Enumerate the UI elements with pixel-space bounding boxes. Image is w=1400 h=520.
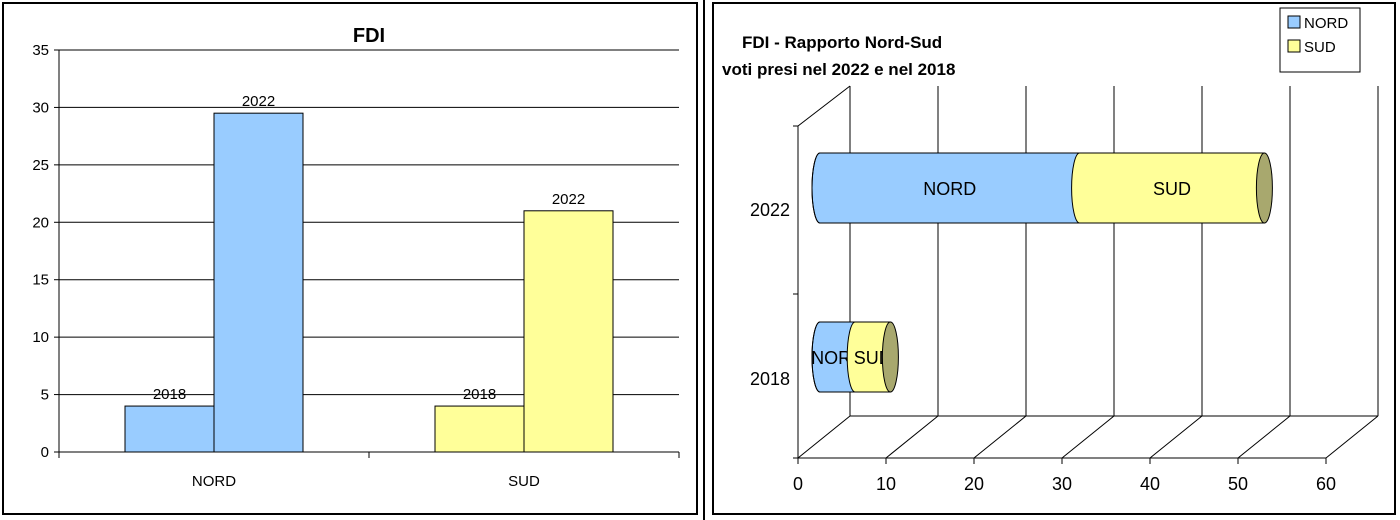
gridline-floor: [973, 415, 1027, 459]
stacked-cylinder-chart-panel: FDI - Rapporto Nord-Sud voti presi nel 20…: [712, 2, 1396, 515]
bar-data-label: 2018: [463, 386, 496, 403]
gridline-floor: [1061, 415, 1115, 459]
cylinder-start-edge: [811, 152, 821, 224]
legend-label: NORD: [1304, 15, 1348, 32]
cylinder-start-edge: [811, 321, 821, 393]
x-tick-label: 20: [964, 474, 984, 494]
gridline-floor: [797, 415, 851, 459]
x-category-label: SUD: [508, 473, 540, 490]
bar: [124, 405, 215, 453]
bar-data-label: 2018: [153, 386, 186, 403]
y-tick-label: 35: [32, 42, 49, 59]
bar: [434, 405, 525, 453]
x-tick-label: 10: [876, 474, 896, 494]
cylinder-end-cap: [881, 321, 899, 393]
bar: [523, 210, 614, 453]
segment-data-label: SUD: [1153, 179, 1191, 199]
panel-divider: [703, 0, 705, 520]
gridline-floor: [1149, 415, 1203, 459]
cylinder-segment: [846, 321, 891, 393]
y-tick-label: 25: [32, 157, 49, 174]
y-category-label: 2018: [750, 369, 790, 389]
bar-chart-panel: FDI 0 5 10 15 20 25 30 35 2018 2022 NORD 2018 2022 SUD: [2, 2, 698, 515]
y-tick-label: 10: [32, 329, 49, 346]
y-tick-label: 20: [32, 214, 49, 231]
x-tick-label: 0: [793, 474, 803, 494]
legend-label: SUD: [1304, 39, 1336, 56]
wall-top-edge: [797, 85, 851, 127]
x-tick-label: 50: [1228, 474, 1248, 494]
y-tick-label: 30: [32, 99, 49, 116]
fdi-bar-chart: FDI 0 5 10 15 20 25 30 35 2018 2022 NORD 2018 2022 SUD: [32, 25, 680, 490]
x-tick-label: 40: [1140, 474, 1160, 494]
chart-title: FDI: [353, 25, 385, 47]
cylinder-segment: [1071, 152, 1265, 224]
y-tick-label: 5: [41, 387, 49, 404]
bar: [213, 112, 304, 453]
bar-data-label: 2022: [552, 191, 585, 208]
y-category-label: 2022: [750, 200, 790, 220]
gridline-floor: [1325, 415, 1379, 459]
gridline-floor: [885, 415, 939, 459]
segment-data-label: NORD: [923, 179, 976, 199]
legend-swatch: [1287, 15, 1301, 29]
x-category-label: NORD: [192, 473, 236, 490]
fdi-nord-sud-chart: FDI - Rapporto Nord-Sud voti presi nel 20…: [722, 7, 1379, 494]
y-tick-label: 15: [32, 272, 49, 289]
chart-subtitle: voti presi nel 2022 e nel 2018: [722, 60, 955, 79]
bar-data-label: 2022: [242, 93, 275, 110]
x-tick-label: 60: [1316, 474, 1336, 494]
gridline-floor: [1237, 415, 1291, 459]
legend-swatch: [1287, 39, 1301, 53]
x-tick-label: 30: [1052, 474, 1072, 494]
chart-title: FDI - Rapporto Nord-Sud: [742, 33, 942, 52]
y-tick-label: 0: [41, 444, 49, 461]
cylinder-end-cap: [1255, 152, 1273, 224]
